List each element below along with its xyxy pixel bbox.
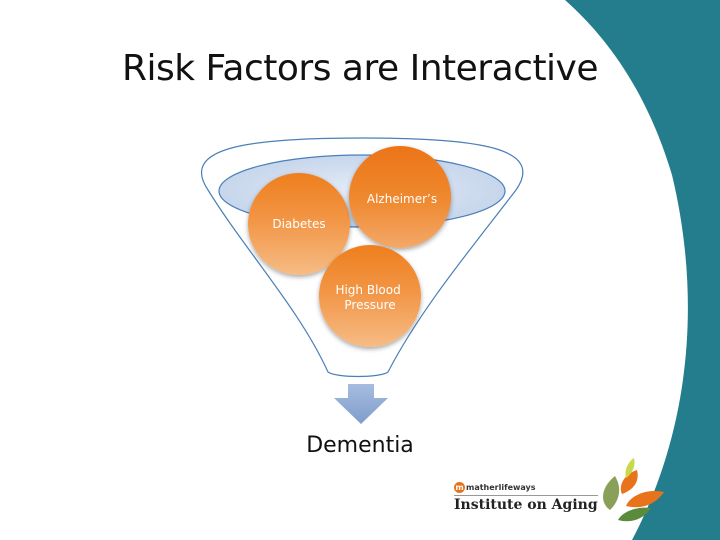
mather-m-icon: m (454, 481, 465, 493)
corner-swoosh (565, 0, 720, 540)
factor-label-hbp-line1: High Blood (335, 283, 400, 297)
institute-logo: m matherlifeways Institute on Aging (454, 480, 598, 513)
factor-label-diabetes: Diabetes (272, 217, 325, 231)
factor-circle-high-blood-pressure (319, 245, 421, 347)
slide-title: Risk Factors are Interactive (121, 48, 599, 89)
factor-circle-alzheimers (349, 146, 451, 248)
factor-label-alzheimers: Alzheimer’s (367, 192, 437, 206)
logo-institute-name: Institute on Aging (454, 495, 598, 513)
factor-label-hbp-line2: Pressure (344, 298, 395, 312)
output-label-dementia: Dementia (306, 433, 414, 458)
logo-brand: matherlifeways (466, 482, 536, 492)
factor-circle-diabetes (248, 173, 350, 275)
down-arrow-icon (334, 384, 388, 424)
factor-label-high-blood-pressure: High Blood Pressure (335, 283, 404, 312)
leaf-logo-icon (603, 458, 664, 522)
